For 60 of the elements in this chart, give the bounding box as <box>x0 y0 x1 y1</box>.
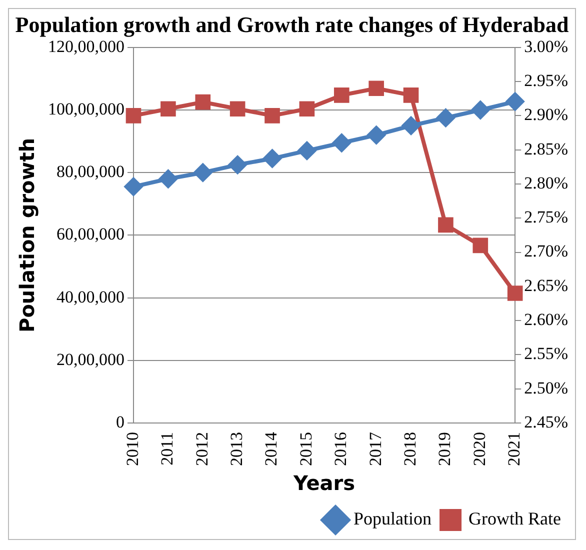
x-tick-label: 2016 <box>331 432 350 466</box>
point <box>195 94 211 110</box>
y2-tick-label: 2.60% <box>524 310 568 330</box>
y2-tick-label: 2.65% <box>524 276 568 295</box>
y-tick-label: 100,00,000 <box>48 99 124 118</box>
point <box>264 108 280 124</box>
y2-tick-label: 2.95% <box>524 71 568 90</box>
point <box>403 88 419 103</box>
point <box>367 126 386 144</box>
x-tick-label: 2018 <box>400 432 420 466</box>
point <box>438 217 454 233</box>
x-tick-label: 2011 <box>158 432 177 466</box>
y2-tick-label: 2.75% <box>524 208 568 227</box>
x-tick-label: 2010 <box>122 432 142 466</box>
x-tick-label: 2017 <box>366 432 385 466</box>
y2-tick-label: 2.50% <box>524 378 568 398</box>
point <box>263 150 282 168</box>
point <box>507 286 523 301</box>
y-tick-label: 0 <box>116 412 124 432</box>
point <box>402 116 420 135</box>
point <box>368 80 384 96</box>
y-tick-label: 80,00,000 <box>56 162 124 182</box>
legend-label: Growth Rate <box>468 508 562 529</box>
x-tick-label: 2014 <box>262 432 281 466</box>
chart-title: Population growth and Growth rate changes of Hyderabad <box>15 12 569 37</box>
point <box>334 88 350 103</box>
point <box>160 101 176 117</box>
point <box>299 101 315 117</box>
point <box>471 101 490 119</box>
y-tick-label: 20,00,000 <box>56 350 124 369</box>
y2-tick-label: 3.00% <box>524 36 568 56</box>
x-tick-label: 2012 <box>192 432 212 466</box>
point <box>159 170 178 188</box>
point <box>228 156 247 174</box>
point <box>230 101 246 117</box>
y2-tick-label: 2.55% <box>524 344 568 364</box>
x-tick-label: 2020 <box>470 432 489 466</box>
point <box>436 108 455 127</box>
x-axis-title: Years <box>292 471 356 496</box>
x-tick-label: 2015 <box>296 432 316 466</box>
y-tick-label: 60,00,000 <box>56 224 124 244</box>
point <box>332 134 351 152</box>
y2-tick-label: 2.70% <box>524 242 568 261</box>
point <box>472 238 488 254</box>
y-tick-label: 40,00,000 <box>56 287 124 306</box>
x-tick-label: 2019 <box>435 432 454 466</box>
y2-tick-label: 2.80% <box>524 173 568 192</box>
y2-tick-label: 2.90% <box>524 105 568 124</box>
point <box>124 178 142 196</box>
point <box>194 164 212 182</box>
point <box>126 108 142 124</box>
point <box>298 142 316 160</box>
x-tick-label: 2021 <box>504 432 524 466</box>
point <box>506 92 524 111</box>
x-tick-label: 2013 <box>227 432 246 466</box>
y-tick-label: 120,00,000 <box>48 36 124 56</box>
y-axis-title: Poulation growth <box>15 138 40 332</box>
y2-tick-label: 2.85% <box>524 139 568 158</box>
legend-label: Population <box>354 508 432 529</box>
y2-tick-label: 2.45% <box>524 412 568 432</box>
